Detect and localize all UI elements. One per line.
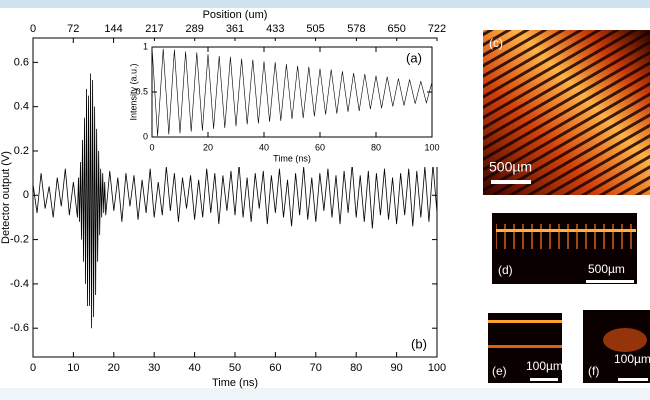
image-line: [488, 320, 562, 323]
image-line: [488, 345, 562, 348]
x2-tick-label: 217: [145, 23, 163, 35]
bottom-band: [0, 388, 650, 400]
inset-bg: [122, 41, 442, 167]
image-blob: [603, 328, 647, 352]
x-tick-label: 100: [428, 362, 446, 374]
x-tick-label: 80: [350, 362, 362, 374]
x2-tick-label: 72: [67, 23, 79, 35]
x2-tick-label: 289: [186, 23, 204, 35]
scale-bar: [586, 280, 634, 283]
y-tick-label: -0.6: [10, 322, 29, 334]
x-tick-label: 10: [67, 362, 79, 374]
x-tick-label: 50: [229, 362, 241, 374]
scale-label: 100µm: [526, 359, 563, 373]
y-tick-label: -0.4: [10, 278, 29, 290]
image-line: [496, 229, 636, 232]
x-tick-label: 100: [424, 142, 439, 152]
x-tick-label: 20: [203, 142, 213, 152]
x2-axis-label: Position (um): [203, 9, 268, 21]
panel-d: (d) 500µm: [492, 213, 637, 284]
x-tick-label: 0: [149, 142, 154, 152]
x2-tick-label: 578: [347, 23, 365, 35]
annotation: (a): [406, 50, 422, 65]
scale-bar: [491, 180, 531, 184]
image-lines: [496, 224, 636, 249]
scale-label: 500µm: [588, 262, 625, 276]
x-axis-label: Time (ns): [212, 377, 258, 389]
image-stripes: [483, 30, 650, 195]
data-line: [151, 46, 433, 137]
top-band: [0, 0, 650, 8]
x-tick-label: 60: [269, 362, 281, 374]
x-tick-label: 40: [259, 142, 269, 152]
scale-bar: [530, 378, 558, 381]
x2-tick-label: 144: [104, 23, 122, 35]
y-tick-label: 0: [143, 131, 148, 141]
scale-label: 100µm: [614, 352, 650, 366]
x-tick-label: 0: [30, 362, 36, 374]
y-tick-label: -0.2: [10, 233, 29, 245]
x-tick-label: 80: [371, 142, 381, 152]
annotation: (b): [411, 336, 427, 351]
y-axis-label: Intensity (a.u.): [128, 63, 138, 120]
data-line: [32, 73, 438, 329]
panel-c: (c) 500µm: [483, 30, 650, 195]
x-tick-label: 90: [390, 362, 402, 374]
x-tick-label: 70: [310, 362, 322, 374]
x-tick-label: 30: [148, 362, 160, 374]
panel-label: (d): [498, 263, 513, 277]
x-tick-label: 20: [108, 362, 120, 374]
y-axis-label: Detector output (V): [0, 151, 12, 244]
panel-e: (e) 100µm: [488, 313, 563, 383]
x2-tick-label: 650: [388, 23, 406, 35]
x2-tick-label: 0: [30, 23, 36, 35]
panel-label: (e): [492, 364, 507, 378]
y-tick-label: 0.2: [14, 145, 29, 157]
y-tick-label: 1: [143, 41, 148, 51]
x2-tick-label: 722: [428, 23, 446, 35]
scale-label: 500µm: [489, 159, 532, 175]
y-tick-label: 0: [23, 189, 29, 201]
y-tick-label: 0.4: [14, 101, 29, 113]
panel-f: (f) 100µm: [583, 310, 650, 383]
x-tick-label: 60: [315, 142, 325, 152]
x-tick-label: 40: [188, 362, 200, 374]
y-tick-label: 0.5: [135, 86, 148, 96]
scale-bar: [618, 378, 648, 381]
panel-label: (c): [489, 36, 503, 50]
y-tick-label: 0.6: [14, 56, 29, 68]
x2-tick-label: 505: [306, 23, 324, 35]
x2-tick-label: 433: [266, 23, 284, 35]
x-axis-label: Time (ns): [273, 153, 311, 163]
x2-tick-label: 361: [226, 23, 244, 35]
panel-label: (f): [588, 364, 599, 378]
